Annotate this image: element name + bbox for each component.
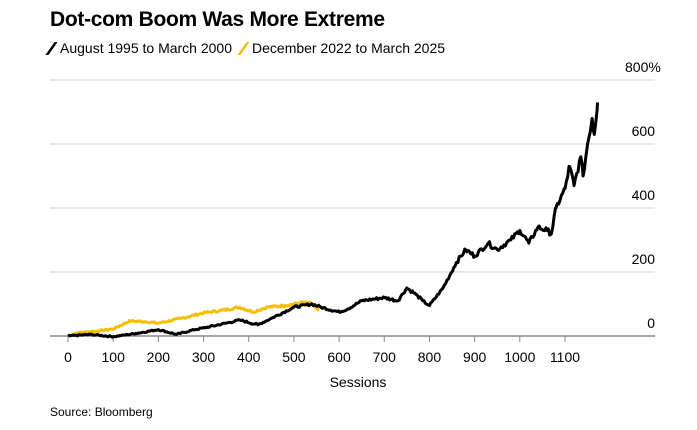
y-tick-label: 0 <box>647 315 655 331</box>
x-axis-title: Sessions <box>330 374 387 390</box>
y-tick-label: 600 <box>632 123 656 139</box>
x-tick-label: 1000 <box>504 349 535 365</box>
chart-title: Dot-com Boom Was More Extreme <box>50 8 385 31</box>
y-tick-label: 200 <box>632 251 656 267</box>
x-tick-label: 100 <box>102 349 126 365</box>
legend-label: December 2022 to March 2025 <box>252 40 446 56</box>
x-tick-label: 200 <box>147 349 171 365</box>
y-tick-label: 400 <box>632 187 656 203</box>
series-line-dotcom <box>67 102 599 339</box>
y-tick-label: 800% <box>625 59 661 75</box>
x-tick-label: 300 <box>192 349 216 365</box>
series-line-recent <box>67 300 320 338</box>
x-tick-label: 500 <box>282 349 306 365</box>
x-tick-label: 600 <box>327 349 351 365</box>
legend-item-dotcom: August 1995 to March 2000 <box>45 40 233 56</box>
x-tick-label: 400 <box>237 349 261 365</box>
x-tick-label: 700 <box>373 349 397 365</box>
x-tick-label: 800 <box>418 349 442 365</box>
x-tick-label: 900 <box>463 349 487 365</box>
legend: August 1995 to March 2000 December 2022 … <box>45 40 446 56</box>
x-tick-label: 1100 <box>550 349 580 365</box>
source-note: Source: Bloomberg <box>50 405 153 419</box>
legend-item-recent: December 2022 to March 2025 <box>237 40 446 56</box>
x-tick-label: 0 <box>64 349 72 365</box>
legend-label: August 1995 to March 2000 <box>60 40 233 56</box>
